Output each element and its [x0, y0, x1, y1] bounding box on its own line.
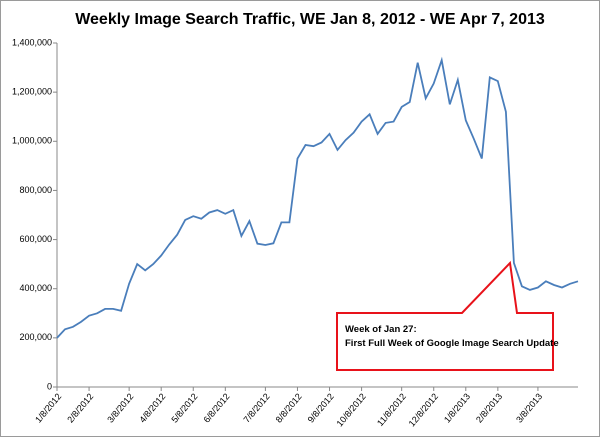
annotation-line: First Full Week of Google Image Search U… — [345, 338, 559, 349]
y-tick-label: 1,000,000 — [12, 136, 52, 146]
annotation-line: Week of Jan 27: — [345, 324, 417, 335]
y-tick-label: 600,000 — [19, 234, 52, 244]
y-tick-label: 1,200,000 — [12, 87, 52, 97]
y-tick-label: 800,000 — [19, 185, 52, 195]
y-tick-label: 0 — [47, 381, 52, 391]
annotation-callout — [336, 260, 554, 371]
y-tick-label: 1,400,000 — [12, 37, 52, 47]
data-line — [56, 56, 579, 339]
y-tick-label: 400,000 — [19, 283, 52, 293]
chart-title: Weekly Image Search Traffic, WE Jan 8, 2… — [75, 11, 545, 28]
y-tick-label: 200,000 — [19, 332, 52, 342]
